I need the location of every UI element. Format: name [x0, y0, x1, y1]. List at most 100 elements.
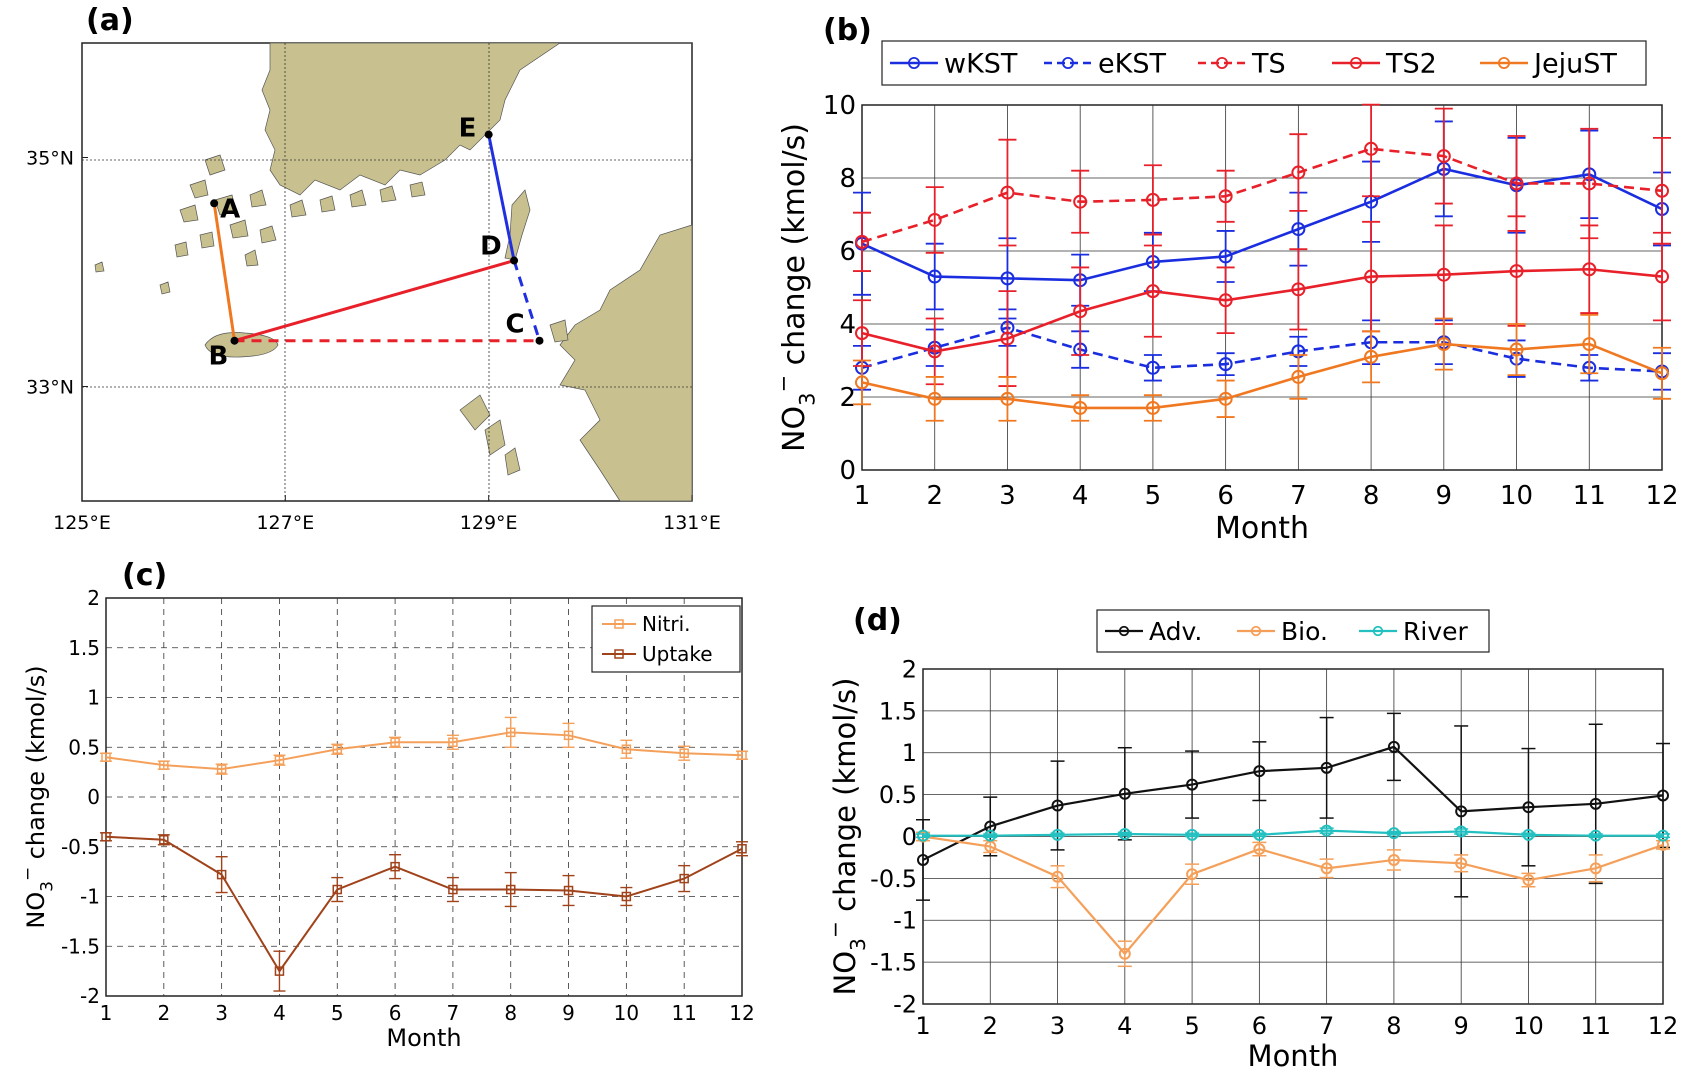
point-river [1186, 828, 1199, 841]
point-adv [1589, 797, 1602, 810]
map-x-tick-label: 127°E [256, 512, 314, 534]
x-tick-label: 8 [1363, 481, 1380, 511]
series-uptake [100, 832, 748, 992]
point-nitri [390, 737, 400, 748]
point-adv [1186, 778, 1199, 791]
point-ts2 [1655, 269, 1669, 284]
panel-d-chart: (d) 1 2 3 4 5 6 7 8 9 10 11 12-2-1.5-1-0.500.511.52… [823, 603, 1678, 1073]
point-jejust [1655, 366, 1669, 381]
y-tick-label: 1.5 [879, 697, 917, 725]
point-uptake [737, 843, 747, 854]
y-axis-label-rest: change (kmol/s) [22, 665, 50, 867]
x-tick-label: 10 [1500, 481, 1533, 511]
label-a: A [220, 194, 240, 224]
y-tick-label: 2 [902, 655, 917, 683]
point-nitri [101, 752, 111, 762]
point-uptake [216, 869, 227, 880]
point-uptake [505, 884, 516, 895]
point-river [1522, 828, 1535, 841]
iki-island [549, 319, 569, 343]
x-tick-label: 1 [854, 481, 871, 511]
point-uptake [101, 832, 111, 842]
point-ts [1073, 194, 1088, 209]
point-ekst [1218, 357, 1233, 372]
point-adv [1051, 799, 1064, 812]
point-adv [1387, 740, 1400, 753]
y-axis-label-rest: change (kmol/s) [777, 123, 812, 375]
point-jejust [855, 375, 869, 390]
kyushu-landmass [559, 224, 693, 502]
y-tick-label: -0.5 [870, 865, 917, 893]
x-tick-label: 2 [983, 1012, 998, 1040]
x-tick-label: 9 [1454, 1012, 1469, 1040]
point-ts [1364, 141, 1379, 156]
x-tick-label: 12 [729, 1001, 754, 1025]
point-e [484, 130, 493, 139]
point-ts2 [1291, 282, 1306, 297]
point-nitri [563, 730, 574, 741]
point-adv [917, 853, 929, 866]
point-c [535, 336, 544, 345]
map-y-tick-label: 33°N [26, 377, 74, 399]
legend-label-ts2: TS2 [1385, 48, 1437, 79]
y-tick-label: 10 [823, 91, 856, 121]
y-axis-label: NO3− change (kmol/s) [17, 665, 56, 928]
point-ts2 [927, 344, 942, 359]
y-axis-label: NO3− change (kmol/s) [823, 678, 870, 996]
x-tick-label: 8 [1386, 1012, 1401, 1040]
y-tick-label: -2 [893, 990, 917, 1018]
x-tick-label: 1 [915, 1012, 930, 1040]
x-tick-label: 11 [671, 1001, 696, 1025]
y-tick-label: 1 [87, 686, 100, 710]
legend-label-nitri: Nitri. [642, 612, 691, 636]
x-axis-label: Month [386, 1024, 461, 1052]
y-axis-label: NO3− change (kmol/s) [772, 123, 820, 452]
point-b [230, 336, 239, 345]
legend-marker-wkst [908, 57, 921, 70]
series-line-ekst [861, 326, 1663, 373]
x-tick-label: 3 [999, 481, 1016, 511]
panel-a-label: (a) [86, 3, 134, 38]
y-tick-label: 1.5 [68, 636, 100, 660]
point-bio [1320, 862, 1333, 875]
series-line-uptake [105, 835, 743, 973]
y-tick-label: 1 [902, 739, 917, 767]
y-tick-label: -1.5 [870, 949, 917, 977]
legend-marker-ts2 [1350, 57, 1363, 70]
legend-label-river: River [1403, 617, 1468, 646]
map-gridlines [82, 43, 692, 501]
map-x-tick-label: 129°E [460, 512, 518, 534]
x-tick-label: 11 [1573, 481, 1606, 511]
series-nitri [100, 716, 748, 775]
y-tick-label: 2 [839, 383, 856, 413]
point-river [1253, 828, 1266, 841]
x-tick-label: 9 [1436, 481, 1453, 511]
section-E-D [487, 134, 516, 261]
point-jejust [1000, 391, 1015, 406]
legend: wKST eKST TS TS2 JejuST [881, 40, 1647, 86]
point-jejust [1436, 337, 1451, 352]
section-B-D [234, 259, 515, 343]
y-axis-label-sup: − [17, 867, 37, 881]
x-tick-label: 6 [1252, 1012, 1267, 1040]
map-points: A B C D E [209, 114, 544, 372]
point-river [1657, 829, 1669, 842]
point-nitri [448, 737, 458, 748]
point-adv [1657, 789, 1669, 802]
x-tick-label: 4 [1117, 1012, 1132, 1040]
point-ts [1218, 189, 1233, 204]
x-tick-label: 5 [1184, 1012, 1199, 1040]
y-tick-label: -1 [893, 907, 917, 935]
point-ts [927, 212, 942, 227]
y-tick-label: 0.5 [879, 781, 917, 809]
point-ts2 [1436, 267, 1451, 282]
point-jejust [1145, 400, 1160, 415]
point-ts [1655, 183, 1669, 198]
korea-landmass [261, 42, 692, 196]
y-tick-label: 8 [839, 164, 856, 194]
point-nitri [737, 750, 747, 760]
panel-a-map: (a) A B C D E 125°E 127°E 129°E 131°E 35°N 33°N [26, 3, 721, 534]
point-ts2 [1509, 264, 1524, 279]
x-tick-label: 9 [562, 1001, 575, 1025]
legend-marker-bio [1250, 625, 1262, 637]
